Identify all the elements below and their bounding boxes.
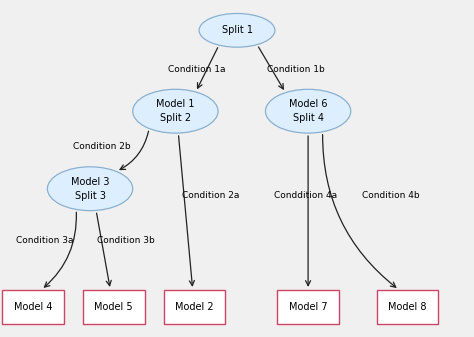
Ellipse shape — [47, 167, 133, 211]
Text: Model 4: Model 4 — [14, 302, 53, 312]
Text: Model 2: Model 2 — [175, 302, 214, 312]
FancyBboxPatch shape — [377, 290, 438, 324]
Text: Condition 3b: Condition 3b — [97, 237, 155, 245]
Text: Split 1: Split 1 — [221, 25, 253, 35]
FancyBboxPatch shape — [2, 290, 64, 324]
Text: Conddition 4a: Conddition 4a — [274, 191, 337, 200]
Text: Model 3
Split 3: Model 3 Split 3 — [71, 177, 109, 201]
FancyBboxPatch shape — [164, 290, 225, 324]
Text: Model 1
Split 2: Model 1 Split 2 — [156, 99, 195, 123]
Text: Model 7: Model 7 — [289, 302, 328, 312]
Ellipse shape — [133, 89, 218, 133]
FancyBboxPatch shape — [83, 290, 145, 324]
Text: Condition 1b: Condition 1b — [267, 65, 325, 73]
Ellipse shape — [265, 89, 351, 133]
Ellipse shape — [199, 13, 275, 47]
Text: Condition 3a: Condition 3a — [16, 237, 74, 245]
Text: Condition 2a: Condition 2a — [182, 191, 240, 200]
Text: Model 6
Split 4: Model 6 Split 4 — [289, 99, 328, 123]
Text: Model 5: Model 5 — [94, 302, 133, 312]
Text: Model 8: Model 8 — [388, 302, 427, 312]
Text: Condition 2b: Condition 2b — [73, 142, 131, 151]
Text: Condition 1a: Condition 1a — [168, 65, 226, 73]
Text: Condition 4b: Condition 4b — [362, 191, 420, 200]
FancyBboxPatch shape — [277, 290, 339, 324]
